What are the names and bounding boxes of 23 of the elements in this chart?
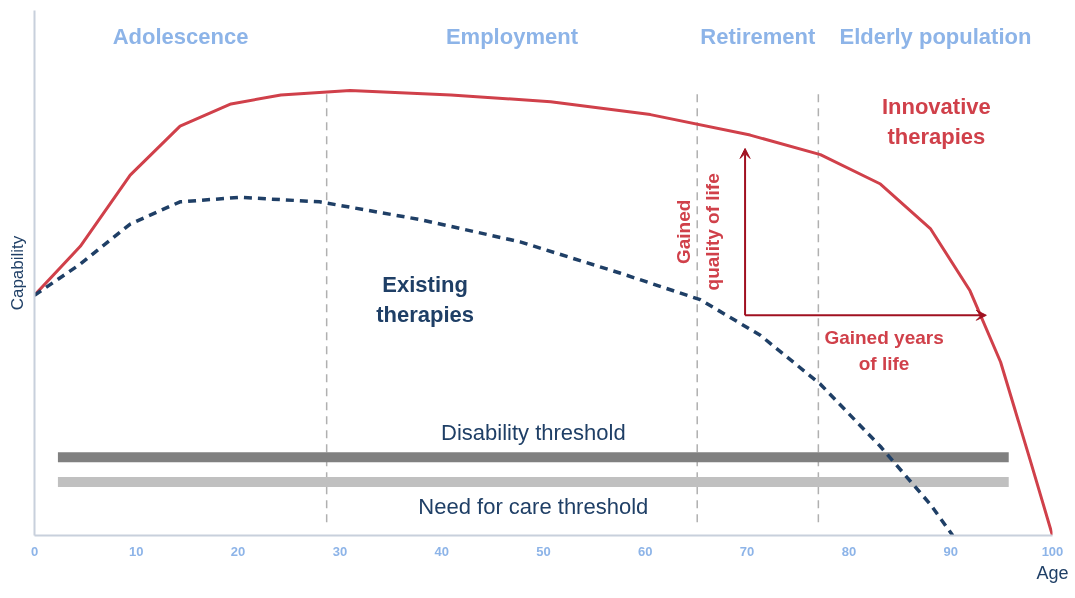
x-tick-label: 30 [332, 543, 348, 559]
x-tick-label: 100 [1041, 543, 1064, 559]
text: Employment [445, 23, 579, 49]
text: Retirement [700, 23, 816, 49]
x-axis-title: Age [1036, 562, 1069, 583]
y-axis-title: Capability [7, 235, 27, 311]
text: Adolescence [112, 23, 249, 49]
x-tick-label: 50 [536, 543, 551, 559]
x-tick-label: 70 [739, 543, 755, 559]
ref-line-label: Need for care threshold [418, 494, 649, 520]
series-label: Innovative therapies [881, 93, 991, 149]
text: Elderly population [839, 23, 1032, 49]
x-tick-label: 80 [841, 543, 857, 559]
x-tick-label: 90 [943, 543, 958, 559]
series-label: Existing therapies [376, 271, 474, 327]
x-tick-label: 20 [230, 543, 246, 559]
x-tick-label: 10 [129, 543, 144, 559]
annotation: Gained years of life [824, 326, 944, 374]
annotation: Gained quality of life [672, 173, 723, 291]
x-tick-label: 60 [638, 543, 653, 559]
x-tick-label: 0 [30, 543, 39, 559]
x-tick-label: 40 [434, 543, 449, 559]
ref-line-label: Disability threshold [441, 420, 626, 446]
